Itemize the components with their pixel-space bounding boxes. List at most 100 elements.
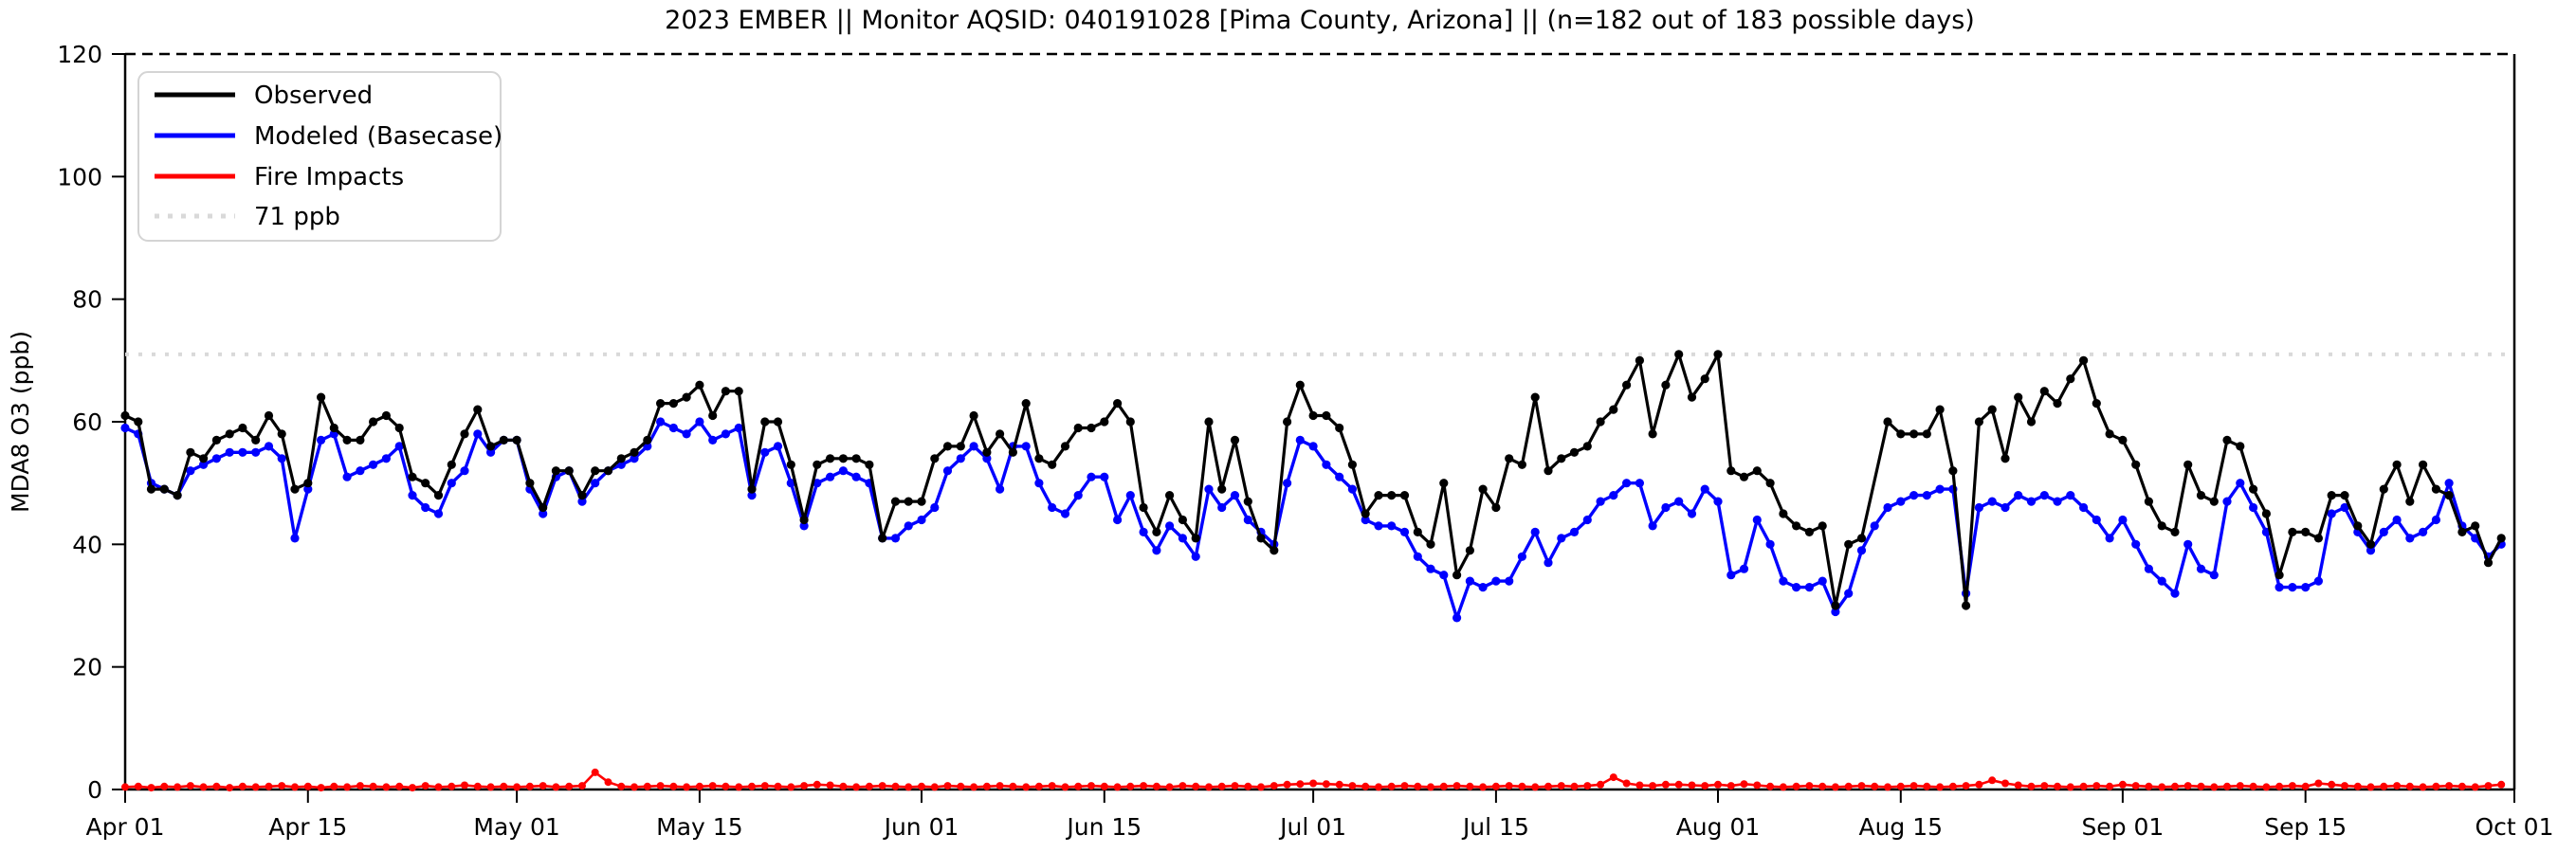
data-point (747, 491, 757, 500)
data-point (604, 778, 612, 787)
data-point (1479, 783, 1488, 791)
data-point (1974, 502, 1983, 513)
data-point (2261, 509, 2271, 518)
data-point (1165, 783, 1174, 791)
data-point (878, 782, 886, 790)
data-point (577, 497, 587, 506)
data-point (2118, 515, 2128, 525)
data-point (2157, 576, 2166, 586)
data-point (290, 484, 300, 494)
data-point (1452, 571, 1462, 580)
data-point (421, 502, 430, 513)
data-point (486, 447, 496, 457)
series-observed (120, 350, 2506, 610)
data-point (1361, 509, 1370, 518)
data-point (1061, 783, 1069, 791)
data-point (1283, 479, 1292, 488)
data-point (251, 435, 261, 445)
data-point (942, 442, 953, 451)
data-point (2001, 779, 2009, 788)
data-point (1505, 782, 1513, 790)
data-point (1113, 399, 1123, 408)
data-point (1661, 380, 1671, 390)
data-point (473, 429, 483, 439)
data-point (1544, 558, 1553, 568)
data-point (1478, 583, 1488, 592)
data-point (1713, 350, 1723, 359)
data-point (1204, 417, 1214, 426)
data-point (2196, 564, 2206, 573)
data-point (773, 417, 783, 426)
data-point (199, 783, 208, 791)
data-point (2014, 781, 2022, 789)
data-point (1399, 527, 1410, 537)
data-point (317, 392, 326, 402)
data-point (317, 435, 326, 445)
data-point (1831, 783, 1839, 791)
data-point (121, 783, 129, 791)
data-point (330, 782, 338, 790)
data-point (1792, 782, 1800, 790)
data-point (1139, 527, 1148, 537)
data-point (381, 410, 391, 421)
data-point (2405, 782, 2414, 790)
data-point (1387, 521, 1397, 531)
data-point (1178, 534, 1187, 543)
data-point (1087, 472, 1096, 481)
data-point (708, 435, 718, 445)
data-point (2079, 355, 2089, 365)
legend-label-modeled: Modeled (Basecase) (254, 122, 502, 151)
data-point (1923, 782, 1931, 790)
data-point (721, 387, 731, 396)
data-point (839, 782, 848, 790)
data-point (1243, 497, 1252, 506)
data-point (1152, 527, 1161, 537)
data-point (1674, 497, 1684, 506)
data-point (1948, 466, 1958, 476)
data-point (1478, 484, 1488, 494)
data-point (1399, 491, 1410, 500)
data-point (2144, 564, 2153, 573)
data-point (1217, 502, 1227, 513)
data-point (2340, 491, 2349, 500)
data-point (708, 782, 717, 790)
data-point (1700, 374, 1709, 384)
data-point (2288, 782, 2296, 790)
data-point (1818, 782, 1827, 790)
data-point (760, 447, 770, 457)
data-point (1714, 780, 1722, 789)
data-point (2183, 782, 2192, 790)
data-point (1609, 491, 1618, 500)
data-point (1191, 534, 1200, 543)
data-point (2131, 539, 2141, 549)
data-point (1505, 454, 1514, 463)
x-tick-label: Apr 15 (268, 813, 347, 841)
data-point (159, 484, 169, 494)
data-point (982, 782, 991, 790)
data-point (1230, 435, 1240, 445)
data-point (290, 534, 300, 543)
data-point (1439, 571, 1449, 580)
data-point (787, 783, 795, 791)
data-point (1060, 442, 1070, 451)
data-point (1231, 782, 1239, 790)
data-point (643, 435, 652, 445)
data-point (1230, 491, 1240, 500)
data-point (486, 442, 496, 451)
data-point (1674, 780, 1683, 789)
data-point (2275, 571, 2284, 580)
data-point (656, 399, 666, 408)
data-point (409, 784, 416, 792)
data-point (656, 782, 665, 790)
data-point (2419, 527, 2428, 537)
legend-label-threshold: 71 ppb (254, 203, 340, 231)
data-point (238, 782, 247, 790)
data-point (800, 782, 809, 790)
data-point (2040, 782, 2049, 790)
data-point (2496, 534, 2506, 543)
data-point (2288, 527, 2297, 537)
data-point (1530, 527, 1540, 537)
data-point (1413, 527, 1422, 537)
